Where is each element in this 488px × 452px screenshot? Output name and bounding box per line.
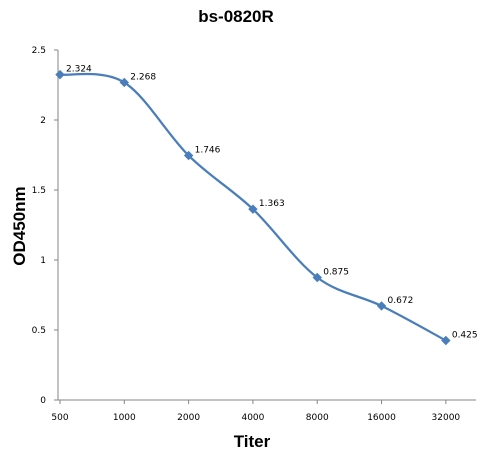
data-point bbox=[441, 335, 451, 346]
data-label: 1.746 bbox=[195, 146, 221, 156]
y-tick-label: 1 bbox=[40, 256, 46, 266]
y-tick-label: 1.5 bbox=[32, 186, 46, 196]
x-tick-label: 500 bbox=[51, 413, 68, 423]
data-point bbox=[248, 204, 258, 214]
x-tick-label: 2000 bbox=[177, 413, 200, 423]
data-label: 0.672 bbox=[388, 296, 414, 306]
x-tick-label: 1000 bbox=[113, 413, 136, 423]
data-point bbox=[183, 150, 194, 161]
y-tick-label: 0.5 bbox=[32, 326, 46, 336]
data-point bbox=[312, 272, 322, 283]
x-axis-title: Titer bbox=[234, 432, 271, 451]
data-label: 0.425 bbox=[452, 331, 478, 341]
y-tick-label: 0 bbox=[40, 396, 46, 406]
x-tick-label: 32000 bbox=[432, 413, 461, 423]
data-point bbox=[55, 69, 65, 80]
data-label: 0.875 bbox=[323, 268, 349, 278]
chart-title: bs-0820R bbox=[198, 7, 274, 26]
y-tick-label: 2 bbox=[40, 116, 46, 126]
data-point bbox=[119, 77, 130, 88]
plot-area: 0 0.5 1 1.5 2 2.5 500 1000 2000 4000 8000 16000 3200… bbox=[32, 46, 478, 423]
data-label: 2.324 bbox=[66, 65, 92, 75]
data-point bbox=[376, 301, 387, 311]
x-tick-label: 4000 bbox=[241, 413, 264, 423]
x-tick-label: 8000 bbox=[306, 413, 329, 423]
data-label: 1.363 bbox=[259, 199, 285, 209]
x-tick-label: 16000 bbox=[367, 413, 396, 423]
data-label: 2.268 bbox=[130, 72, 156, 82]
y-tick-label: 2.5 bbox=[32, 46, 46, 56]
y-axis-title: OD450nm bbox=[10, 186, 29, 265]
